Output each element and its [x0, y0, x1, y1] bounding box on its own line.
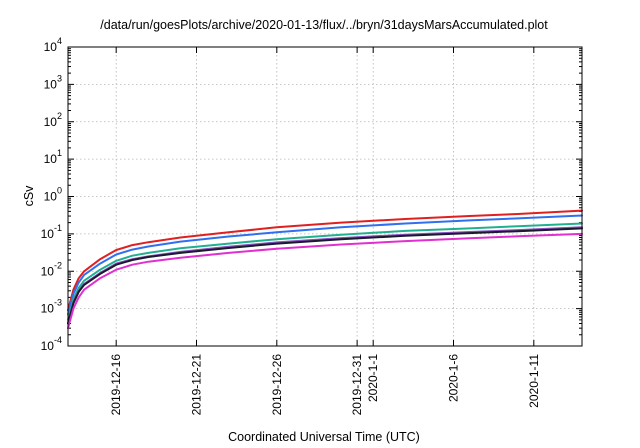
y-tick-exponent: 0 — [57, 186, 62, 196]
y-tick-exponent: -4 — [54, 335, 62, 345]
y-tick-base: 10 — [44, 152, 58, 166]
x-tick-label: 2019-12-26 — [270, 354, 284, 416]
x-tick-label: 2019-12-31 — [350, 354, 364, 416]
x-tick-label: 2020-1-1 — [366, 354, 380, 402]
y-tick-exponent: 2 — [57, 111, 62, 121]
y-tick-label: 103 — [44, 73, 62, 91]
y-tick-base: 10 — [41, 302, 55, 316]
y-tick-exponent: -3 — [54, 298, 62, 308]
y-tick-label: 100 — [44, 186, 62, 204]
series-line — [67, 222, 583, 321]
plot-frame — [67, 46, 583, 347]
x-axis-label: Coordinated Universal Time (UTC) — [228, 430, 420, 444]
series-line — [67, 214, 583, 316]
y-tick-exponent: -2 — [54, 260, 62, 270]
y-tick-base: 10 — [44, 115, 58, 129]
y-tick-label: 10-4 — [41, 335, 62, 353]
y-tick-label: 104 — [44, 36, 62, 54]
y-tick-label: 10-1 — [41, 223, 62, 241]
y-tick-base: 10 — [44, 40, 58, 54]
y-tick-exponent: 3 — [57, 73, 62, 83]
series-line — [67, 227, 583, 325]
y-tick-base: 10 — [44, 77, 58, 91]
y-tick-exponent: -1 — [54, 223, 62, 233]
y-tick-base: 10 — [44, 190, 58, 204]
x-tick-label: 2020-1-11 — [527, 354, 541, 408]
y-tick-base: 10 — [41, 264, 55, 278]
y-tick-exponent: 1 — [57, 148, 62, 158]
x-tick-label: 2019-12-21 — [190, 354, 204, 416]
x-tick-label: 2019-12-16 — [109, 354, 123, 416]
y-axis-label: cSv — [22, 185, 36, 207]
chart-title: /data/run/goesPlots/archive/2020-01-13/f… — [100, 18, 548, 32]
y-tick-exponent: 4 — [57, 36, 62, 46]
x-axis: 2019-12-16 2019-12-21 2019-12-26 2019-12-31… — [109, 47, 541, 415]
y-tick-base: 10 — [41, 227, 55, 241]
series-line — [67, 232, 583, 330]
series-group — [67, 209, 583, 330]
grid — [68, 47, 582, 346]
x-tick-label: 2020-1-6 — [447, 354, 461, 402]
y-tick-label: 10-2 — [41, 260, 62, 278]
y-tick-base: 10 — [41, 339, 55, 353]
series-line — [67, 209, 583, 312]
y-tick-label: 10-3 — [41, 298, 62, 316]
y-tick-label: 102 — [44, 111, 62, 129]
y-tick-label: 101 — [44, 148, 62, 166]
